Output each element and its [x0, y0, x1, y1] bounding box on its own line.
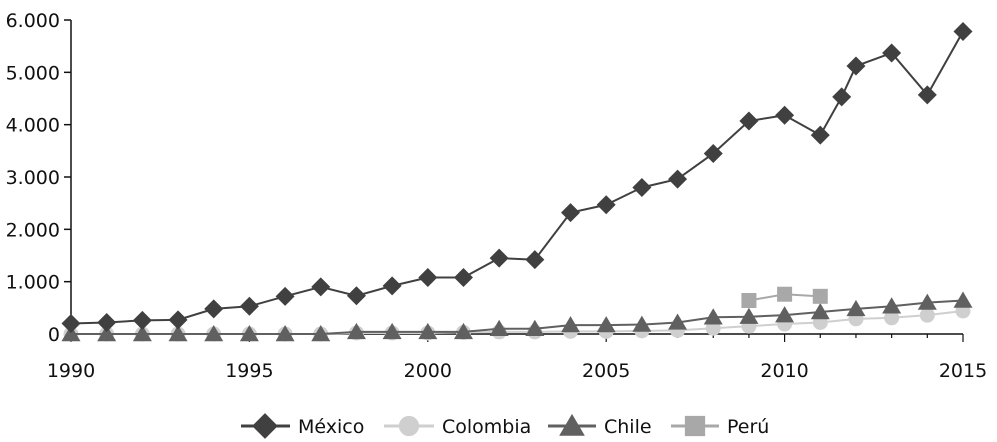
y-tick-label: 3.000	[6, 167, 60, 189]
data-point-chile	[917, 293, 937, 310]
legend-item-mexico: México	[241, 413, 364, 439]
legend-label-chile: Chile	[604, 416, 652, 438]
data-point-mexico	[810, 125, 830, 145]
x-tick-label: 1990	[47, 360, 95, 382]
data-point-chile	[275, 325, 295, 342]
data-point-mexico	[382, 276, 402, 296]
data-point-mexico	[311, 277, 331, 297]
y-tick-label: 2.000	[6, 219, 60, 241]
data-point-mexico	[132, 310, 152, 330]
data-point-mexico	[846, 56, 866, 76]
data-point-chile	[346, 322, 366, 340]
data-point-chile	[311, 325, 331, 342]
legend-item-colombia: Colombia	[384, 415, 531, 438]
data-point-chile	[168, 325, 188, 342]
x-tick-label: 2000	[404, 360, 452, 382]
legend-label-mexico: México	[298, 416, 364, 438]
data-point-chile	[739, 307, 759, 324]
data-point-mexico	[882, 43, 902, 63]
data-point-chile	[953, 291, 973, 308]
series-chile	[61, 291, 973, 342]
x-tick-label: 2015	[939, 360, 987, 382]
data-point-chile	[132, 325, 152, 342]
data-point-mexico	[275, 286, 295, 306]
data-point-chile	[846, 299, 866, 317]
series-line-chile	[71, 299, 964, 335]
y-tick-label: 1.000	[6, 272, 60, 294]
data-point-chile	[882, 297, 902, 314]
data-point-chile	[810, 303, 830, 320]
data-point-mexico	[632, 177, 652, 197]
legend-item-chile: Chile	[548, 413, 652, 438]
legend-marker-colombia	[398, 415, 420, 437]
data-point-colombia	[919, 307, 935, 323]
data-point-mexico	[596, 195, 616, 215]
data-point-mexico	[489, 248, 509, 268]
data-point-mexico	[418, 267, 438, 287]
data-point-mexico	[453, 267, 473, 287]
data-point-mexico	[561, 203, 581, 223]
x-tick-label: 1995	[225, 360, 273, 382]
data-point-mexico	[917, 85, 937, 105]
data-point-chile	[525, 319, 545, 336]
series-layer	[61, 22, 973, 342]
data-point-peru	[812, 288, 828, 304]
data-point-chile	[489, 319, 509, 336]
x-tick-label: 2005	[582, 360, 630, 382]
data-point-chile	[418, 322, 438, 340]
data-point-chile	[703, 308, 723, 325]
data-point-mexico	[668, 169, 688, 189]
legend-marker-mexico	[252, 413, 278, 439]
data-point-mexico	[97, 312, 117, 332]
legend-item-peru: Perú	[671, 415, 769, 438]
y-tick-label: 5.000	[6, 62, 60, 84]
data-point-mexico	[739, 111, 759, 131]
data-point-mexico	[239, 296, 259, 316]
data-point-chile	[204, 325, 224, 342]
data-point-mexico	[775, 105, 795, 125]
series-peru	[741, 286, 828, 309]
series-line-mexico	[70, 31, 964, 325]
data-point-peru	[741, 293, 757, 309]
data-point-chile	[632, 315, 652, 332]
data-point-chile	[453, 322, 473, 340]
legend-label-colombia: Colombia	[442, 416, 531, 438]
legend-marker-chile	[559, 413, 585, 436]
series-line-colombia	[71, 309, 964, 335]
data-point-chile	[382, 322, 402, 340]
data-point-colombia	[884, 310, 900, 326]
data-point-mexico	[168, 310, 188, 330]
legend: México Colombia Chile Perú	[241, 413, 769, 439]
data-point-mexico	[832, 87, 852, 107]
series-colombia	[63, 303, 971, 342]
legend-marker-peru	[684, 415, 706, 437]
data-point-mexico	[525, 250, 545, 270]
data-point-chile	[775, 306, 795, 323]
data-point-chile	[61, 325, 81, 342]
data-point-chile	[668, 313, 688, 330]
y-tick-label: 6.000	[6, 10, 60, 32]
data-point-mexico	[703, 143, 723, 163]
data-point-peru	[777, 286, 793, 302]
data-point-mexico	[953, 22, 973, 42]
y-tick-label: 4.000	[6, 115, 60, 137]
data-point-mexico	[346, 286, 366, 306]
y-tick-label: 0	[48, 324, 60, 346]
x-tick-label: 2010	[760, 360, 808, 382]
data-point-mexico	[61, 314, 81, 334]
legend-label-peru: Perú	[727, 416, 769, 438]
data-point-chile	[97, 325, 117, 342]
data-point-chile	[561, 316, 581, 333]
data-point-mexico	[204, 299, 224, 319]
data-point-chile	[596, 316, 616, 333]
series-mexico	[61, 22, 973, 334]
data-point-colombia	[705, 320, 721, 336]
data-point-chile	[239, 325, 259, 342]
